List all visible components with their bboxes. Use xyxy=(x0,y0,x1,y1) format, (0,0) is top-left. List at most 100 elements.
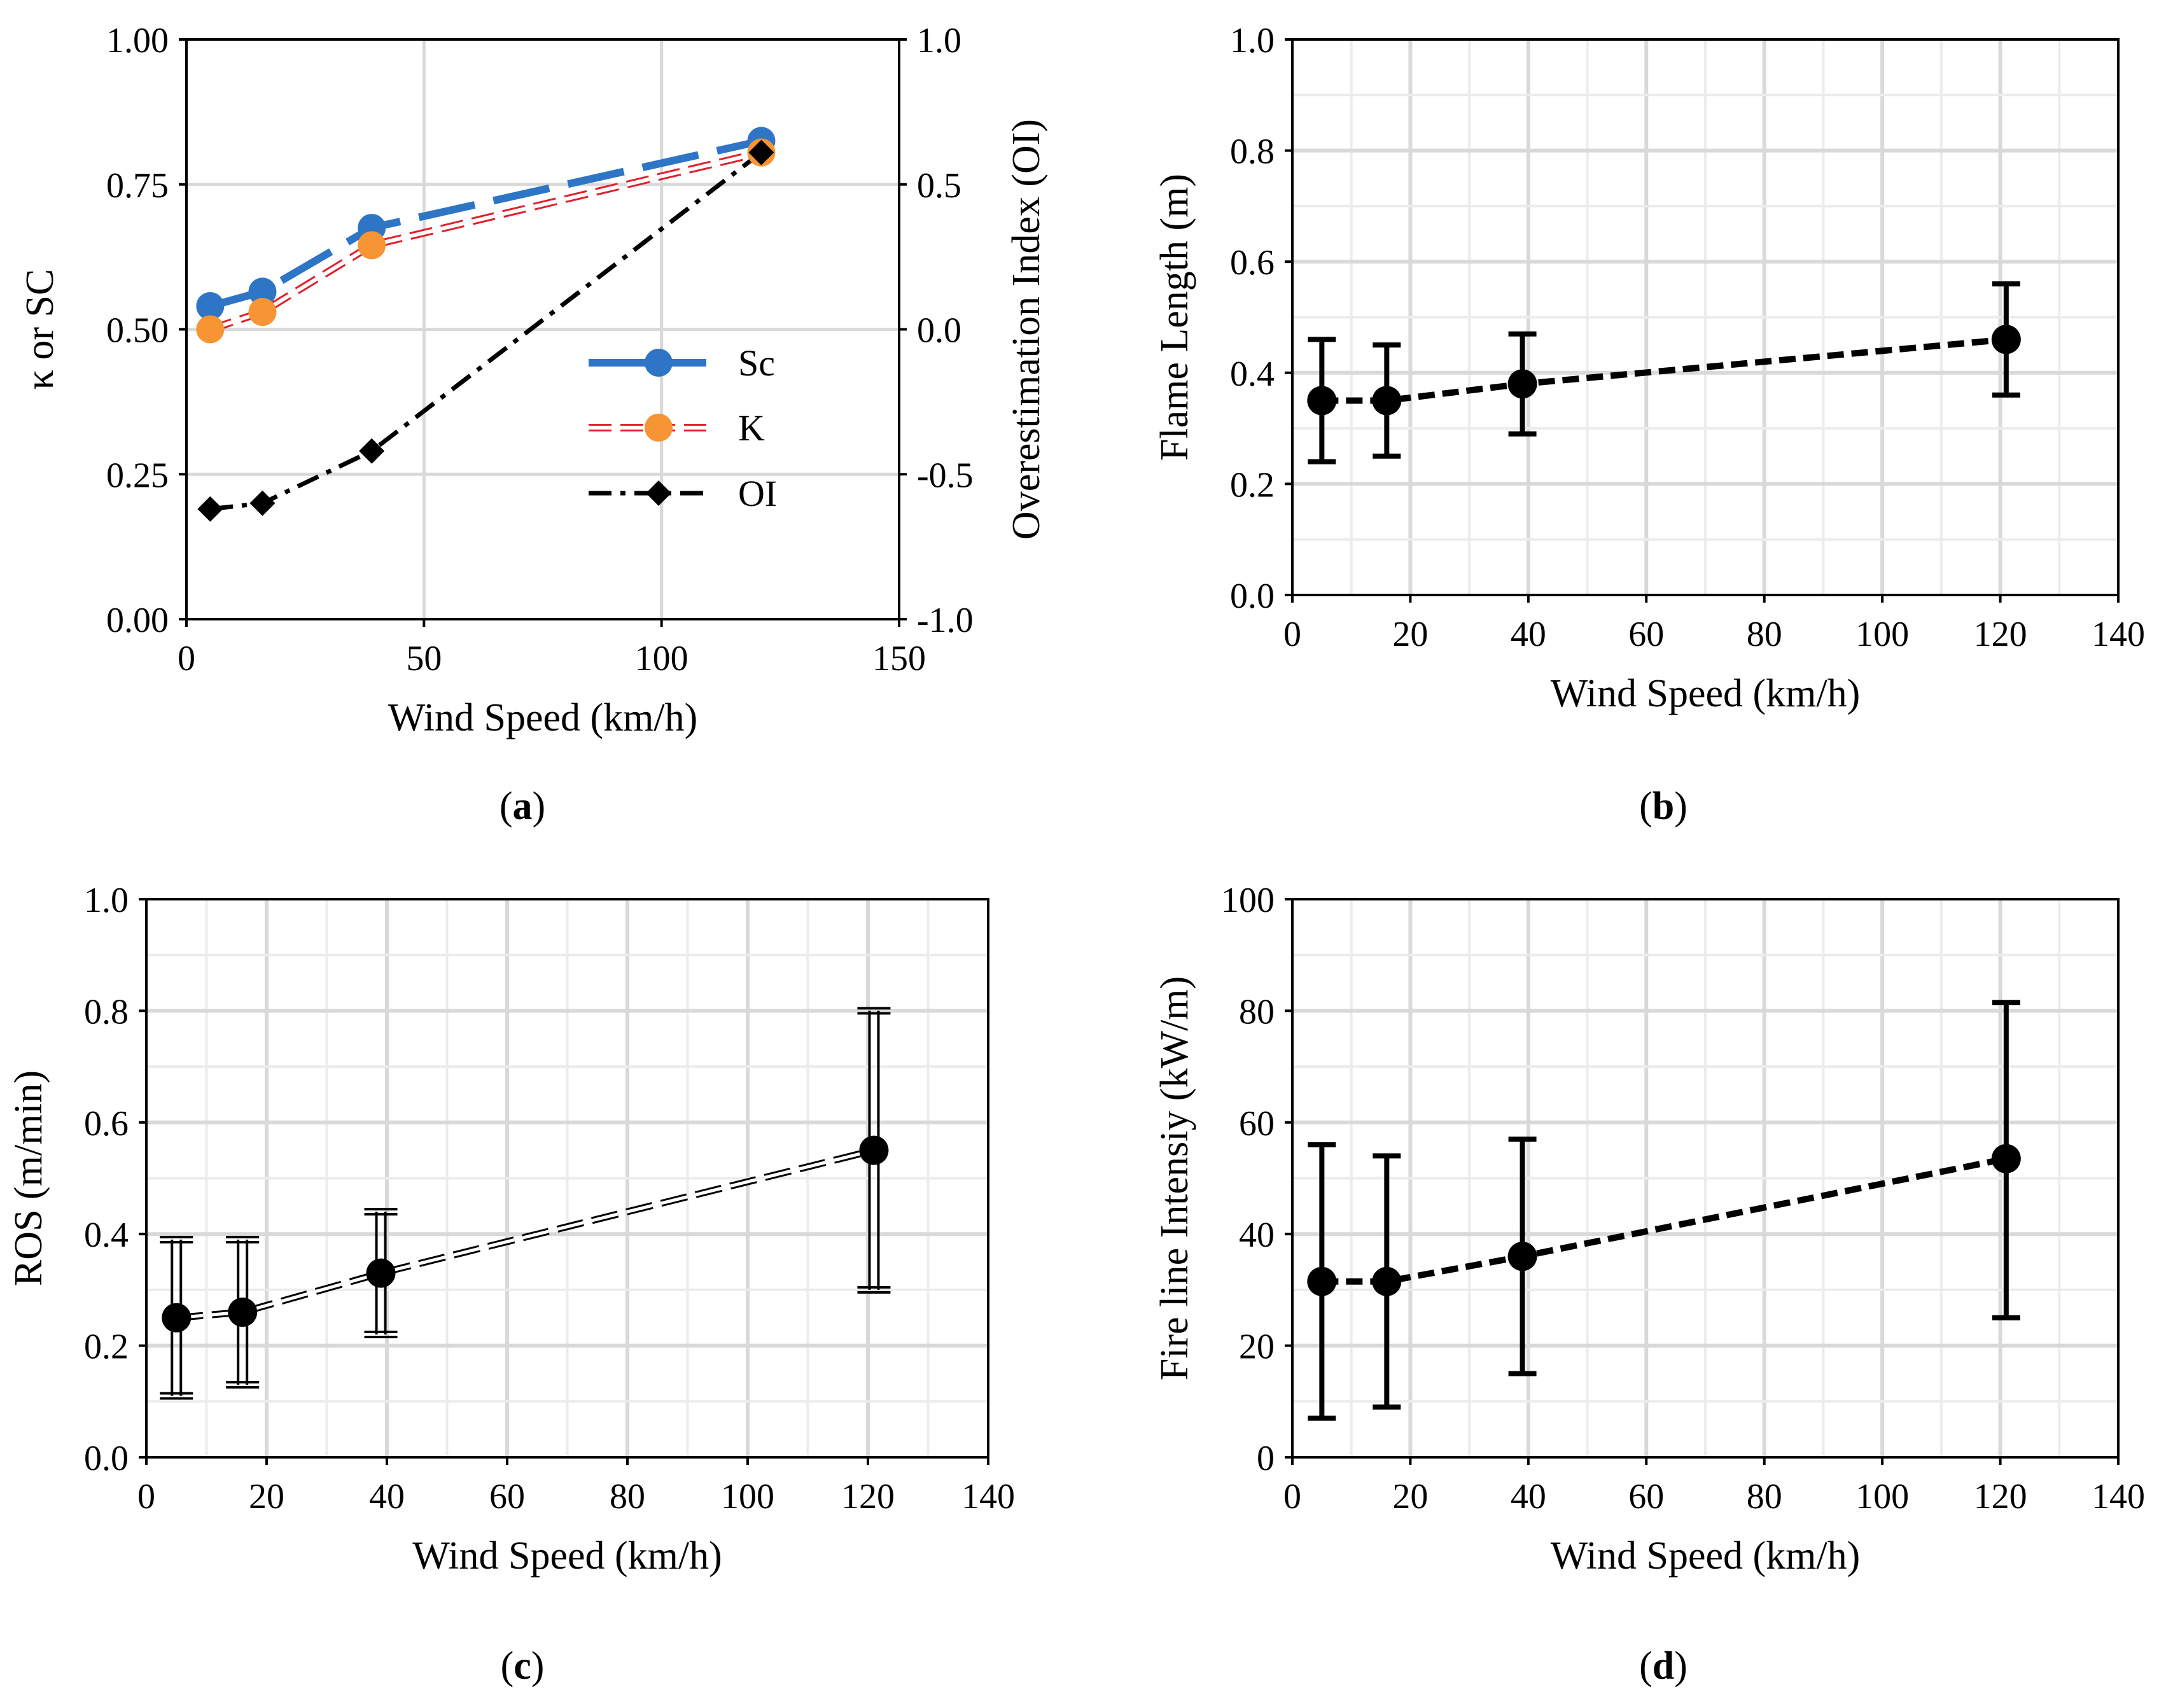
panel-caption: (b) xyxy=(1639,785,1687,828)
data-point xyxy=(859,1135,889,1165)
data-point xyxy=(1372,1266,1402,1296)
y-tick-label: 100 xyxy=(1221,881,1275,920)
x-tick-label: 100 xyxy=(635,639,688,678)
x-tick-label: 40 xyxy=(369,1477,405,1516)
y-tick-label: 0.50 xyxy=(106,311,169,351)
y-tick-label: 0.6 xyxy=(84,1104,129,1144)
x-tick-label: 80 xyxy=(1747,1477,1782,1516)
x-tick-label: 140 xyxy=(961,1477,1015,1516)
x-tick-label: 40 xyxy=(1511,615,1546,654)
x-tick-label: 120 xyxy=(1974,1477,2027,1516)
data-point xyxy=(1372,386,1402,416)
x-tick-label: 80 xyxy=(610,1477,645,1516)
y-axis-label: κ or SC xyxy=(18,269,62,390)
y-tick-label: 0.75 xyxy=(106,166,169,206)
y-tick-label: 0.0 xyxy=(84,1439,129,1478)
x-tick-label: 20 xyxy=(1392,615,1428,654)
data-point xyxy=(1307,1266,1337,1296)
legend-k-label: K xyxy=(738,407,765,449)
x-tick-label: 150 xyxy=(872,639,926,678)
y-tick-label: 0.25 xyxy=(106,456,169,495)
x-tick-label: 100 xyxy=(1855,615,1909,654)
series-k-point xyxy=(358,231,386,260)
x-tick-label: 0 xyxy=(1283,615,1301,654)
data-point xyxy=(1991,1144,2021,1173)
chart-a: 0 50 100 150 0.00 0.25 0.50 0.75 1.00 -1.0 -0.5 0.0… xyxy=(18,21,1048,828)
series-k-point xyxy=(248,298,277,326)
x-tick-label: 0 xyxy=(1283,1477,1301,1516)
y-tick-label: 0.8 xyxy=(1230,132,1275,172)
x-axis-label: Wind Speed (km/h) xyxy=(412,1534,722,1578)
x-axis-label: Wind Speed (km/h) xyxy=(388,696,698,739)
y-tick-label: 0.4 xyxy=(1230,354,1275,394)
y-tick-label: 0.4 xyxy=(84,1215,129,1255)
plot-frame xyxy=(1291,38,2120,596)
y-tick-label: 1.0 xyxy=(1230,21,1275,60)
legend-oi-label: OI xyxy=(738,473,777,514)
y-tick-label: 0 xyxy=(1257,1439,1275,1478)
legend-k-marker xyxy=(645,414,673,442)
legend: Sc K OI xyxy=(589,342,777,514)
legend-oi-marker xyxy=(646,480,671,506)
x-tick-label: 0 xyxy=(137,1477,155,1516)
y-tick-label: 0.2 xyxy=(1230,465,1275,505)
y-tick-label: 1.0 xyxy=(84,881,129,920)
gridlines xyxy=(186,39,899,619)
x-tick-label: 120 xyxy=(841,1477,895,1516)
y2-tick-label: 0.0 xyxy=(917,311,961,351)
series-oi-line xyxy=(209,150,763,512)
y2-tick-label: 1.0 xyxy=(917,21,961,60)
x-axis-label: Wind Speed (km/h) xyxy=(1551,672,1861,715)
x-tick-label: 100 xyxy=(1855,1477,1909,1516)
panel-caption: (a) xyxy=(500,785,545,828)
x-tick-label: 140 xyxy=(2092,1477,2145,1516)
x-tick-label: 60 xyxy=(489,1477,525,1516)
chart-d: 0 20 40 60 80 100 120 140 0 20 40 60 80 100 Wind Speed… xyxy=(1153,881,2145,1688)
y-tick-label: 0.8 xyxy=(84,992,129,1032)
data-point xyxy=(1307,386,1337,416)
legend-sc-marker xyxy=(645,349,673,377)
chart-c: 0 20 40 60 80 100 120 140 0.0 0.2 0.4 0.6 0.8 1.0 Wind… xyxy=(7,881,1015,1688)
y-tick-label: 20 xyxy=(1239,1327,1275,1367)
series-sc-line xyxy=(209,137,762,310)
gridlines xyxy=(146,899,988,1457)
y-axis-label: Flame Length (m) xyxy=(1153,174,1196,461)
chart-b: 0 20 40 60 80 100 120 140 0.0 0.2 0.4 0.6 0.8 1.0 Wind… xyxy=(1153,21,2145,828)
y-axis-label: Fire line Intensiy (kW/m) xyxy=(1153,976,1196,1380)
x-tick-label: 120 xyxy=(1974,615,2027,654)
x-tick-label: 140 xyxy=(2092,615,2145,654)
plot-frame xyxy=(145,898,989,1459)
series-oi-point xyxy=(748,139,774,165)
series-sc-point xyxy=(248,277,277,306)
panel-caption: (c) xyxy=(501,1644,545,1688)
y-tick-label: 0.6 xyxy=(1230,243,1275,283)
y-tick-label: 0.0 xyxy=(1230,577,1275,616)
series-line-inner xyxy=(176,1149,875,1320)
data-point xyxy=(366,1258,396,1288)
series-oi-point xyxy=(359,438,385,464)
x-tick-label: 40 xyxy=(1511,1477,1546,1516)
series-k-line-inner xyxy=(209,150,762,332)
gridlines xyxy=(1292,39,2118,595)
series-oi-point xyxy=(197,496,223,522)
series-sc-point xyxy=(196,292,225,321)
x-tick-label: 20 xyxy=(1392,1477,1428,1516)
y-tick-label: 1.00 xyxy=(106,21,169,60)
data-point xyxy=(228,1297,258,1327)
data-point xyxy=(162,1303,192,1333)
data-point xyxy=(1507,1242,1537,1271)
x-tick-label: 80 xyxy=(1747,615,1782,654)
y-tick-label: 0.00 xyxy=(106,601,169,640)
x-tick-label: 60 xyxy=(1628,1477,1664,1516)
series-k-point xyxy=(196,315,225,344)
x-axis-label: Wind Speed (km/h) xyxy=(1551,1534,1861,1578)
series-line xyxy=(1322,336,2007,404)
y2-tick-label: -0.5 xyxy=(917,456,974,495)
legend-sc-label: Sc xyxy=(738,342,775,384)
y2-axis-label: Overestimation Index (OI) xyxy=(1005,119,1048,540)
series-oi-point xyxy=(249,490,276,516)
plot-frame xyxy=(1291,898,2120,1459)
data-point xyxy=(1991,325,2021,354)
x-tick-label: 100 xyxy=(721,1477,774,1516)
